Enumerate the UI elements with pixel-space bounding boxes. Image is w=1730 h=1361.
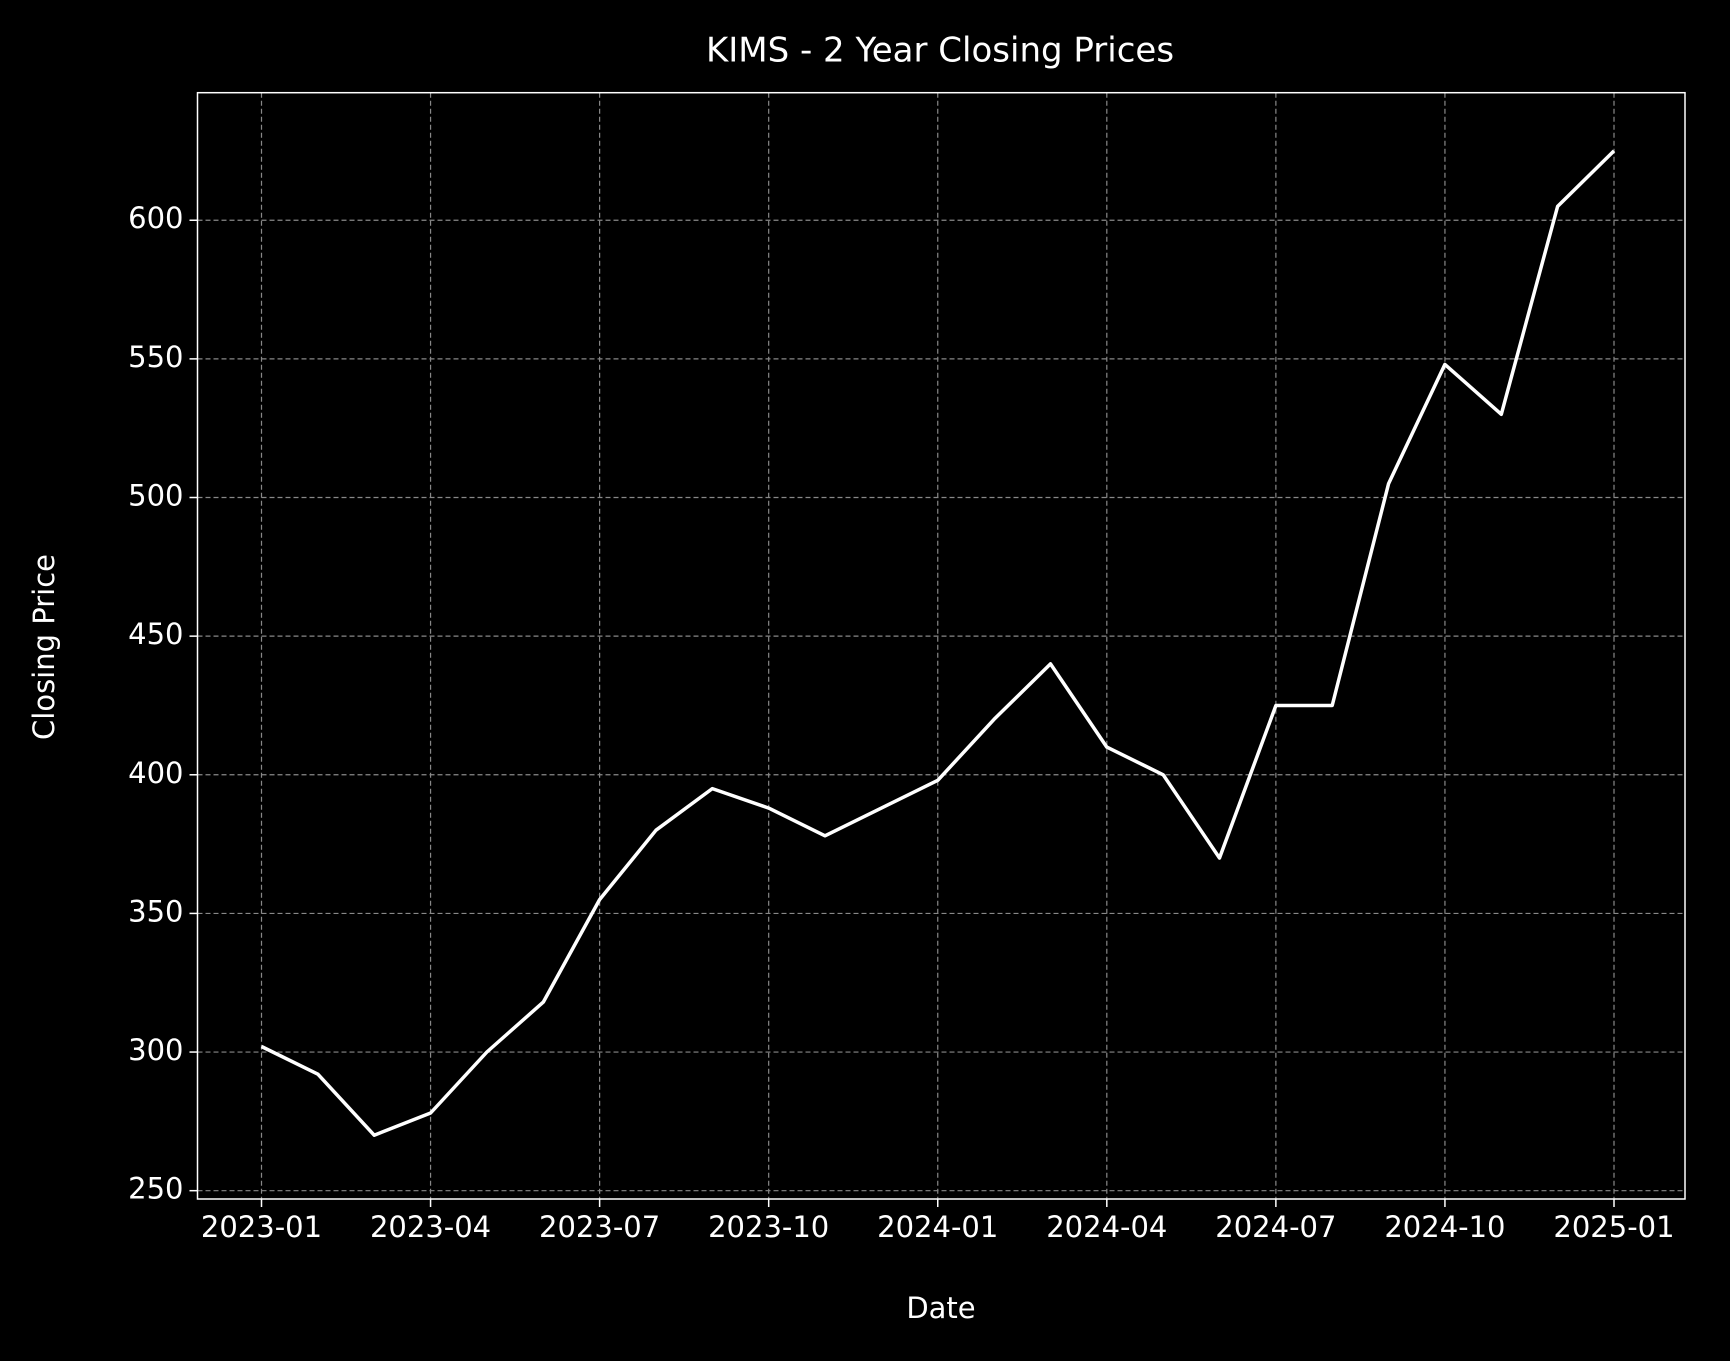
x-tick-label: 2023-04 xyxy=(370,1210,491,1244)
x-axis-label: Date xyxy=(906,1291,975,1325)
x-tick-label: 2023-01 xyxy=(201,1210,322,1244)
y-axis-label: Closing Price xyxy=(27,554,61,740)
x-tick-label: 2023-07 xyxy=(539,1210,660,1244)
y-tick-label: 550 xyxy=(128,340,183,374)
y-tick-label: 500 xyxy=(128,479,183,513)
y-tick-label: 300 xyxy=(128,1033,183,1067)
x-tick-label: 2023-10 xyxy=(708,1210,829,1244)
y-tick-label: 600 xyxy=(128,201,183,235)
y-tick-label: 450 xyxy=(128,617,183,651)
x-tick-label: 2025-01 xyxy=(1553,1210,1674,1244)
x-tick-label: 2024-04 xyxy=(1046,1210,1167,1244)
line-series xyxy=(260,149,1616,1137)
x-tick-label: 2024-01 xyxy=(877,1210,998,1244)
plot-frame xyxy=(196,91,1686,1200)
x-tick-label: 2024-07 xyxy=(1215,1210,1336,1244)
x-tick-label: 2024-10 xyxy=(1384,1210,1505,1244)
y-tick-label: 400 xyxy=(128,756,183,790)
y-tick-label: 350 xyxy=(128,894,183,928)
y-tick-label: 250 xyxy=(128,1172,183,1206)
chart-title: KIMS - 2 Year Closing Prices xyxy=(706,31,1174,71)
